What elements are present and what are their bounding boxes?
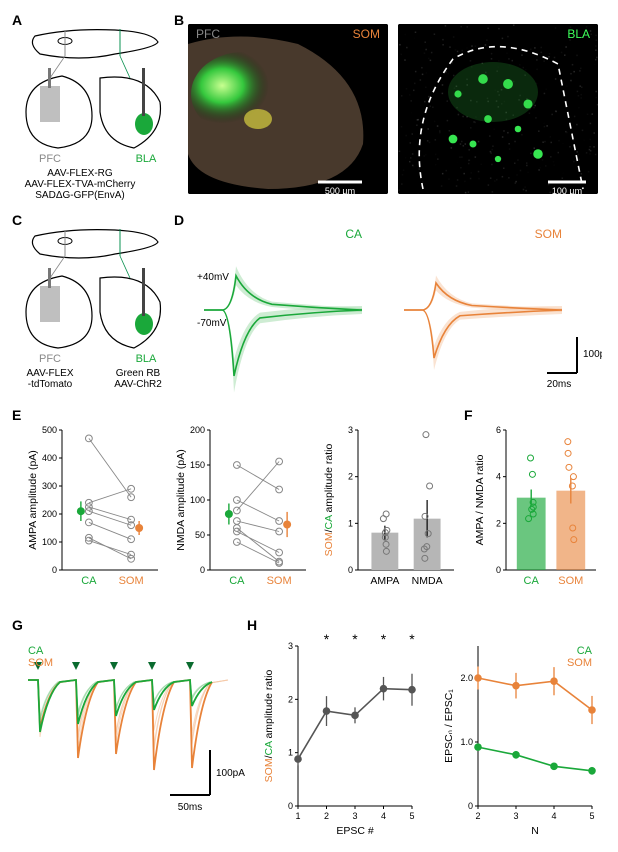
panel-label-B: B — [174, 12, 184, 28]
svg-text:-70mV: -70mV — [197, 318, 227, 329]
svg-text:SOM/CA amplitude ratio: SOM/CA amplitude ratio — [323, 444, 335, 557]
svg-text:2: 2 — [324, 811, 329, 821]
panel-A-schematic: PFC BLA AAV-FLEX-RGAAV-FLEX-TVA-mCherrySAD… — [20, 26, 170, 201]
svg-text:BLA: BLA — [567, 27, 590, 41]
svg-text:+40mV: +40mV — [197, 272, 229, 283]
svg-text:SADΔG-GFP(EnvA): SADΔG-GFP(EnvA) — [35, 190, 124, 201]
svg-text:1: 1 — [288, 748, 293, 758]
svg-text:-tdTomato: -tdTomato — [28, 379, 73, 390]
svg-text:100pA: 100pA — [583, 349, 602, 360]
svg-text:CA: CA — [524, 575, 540, 587]
svg-text:100pA: 100pA — [216, 768, 245, 779]
svg-text:6: 6 — [496, 425, 501, 435]
svg-text:4: 4 — [381, 811, 386, 821]
svg-text:5: 5 — [589, 811, 594, 821]
svg-text:2: 2 — [348, 472, 353, 482]
svg-text:*: * — [381, 631, 387, 647]
svg-text:CA: CA — [81, 575, 97, 587]
svg-text:SOM: SOM — [267, 575, 292, 587]
svg-text:3: 3 — [352, 811, 357, 821]
svg-text:CA: CA — [577, 645, 593, 657]
svg-text:20ms: 20ms — [547, 379, 571, 390]
svg-text:AAV-FLEX-RG: AAV-FLEX-RG — [47, 168, 113, 179]
svg-text:EPSC #: EPSC # — [336, 825, 374, 835]
svg-text:AAV-FLEX-TVA-mCherry: AAV-FLEX-TVA-mCherry — [25, 179, 136, 190]
svg-text:PFC: PFC — [39, 353, 61, 365]
svg-text:0: 0 — [52, 565, 57, 575]
svg-text:3: 3 — [513, 811, 518, 821]
svg-text:CA: CA — [28, 645, 44, 657]
svg-text:SOM: SOM — [119, 575, 144, 587]
panel-G-traces: CASOM 100pA 50ms — [20, 630, 245, 835]
panel-B-right-image: BLA 100 µm — [398, 24, 598, 194]
svg-text:AAV-FLEX: AAV-FLEX — [26, 368, 73, 379]
svg-text:PFC: PFC — [196, 27, 220, 41]
svg-text:AAV-ChR2: AAV-ChR2 — [114, 379, 162, 390]
svg-text:BLA: BLA — [136, 153, 157, 165]
svg-text:CA: CA — [345, 227, 362, 241]
svg-text:5: 5 — [409, 811, 414, 821]
svg-text:N: N — [531, 825, 539, 835]
svg-text:200: 200 — [42, 509, 57, 519]
svg-text:3: 3 — [288, 641, 293, 651]
svg-text:0: 0 — [200, 565, 205, 575]
svg-text:150: 150 — [190, 460, 205, 470]
svg-text:500 µm: 500 µm — [325, 186, 355, 194]
panel-label-D: D — [174, 212, 184, 228]
panel-F-plot: 0 2 4 6 CA SOM AMPA / NMDA ratio — [472, 420, 604, 608]
svg-text:AMPA amplitude (pA): AMPA amplitude (pA) — [27, 450, 39, 550]
svg-text:*: * — [324, 631, 330, 647]
svg-text:SOM/CA amplitude ratio: SOM/CA amplitude ratio — [263, 670, 275, 783]
panel-E-plots: 0100200300400500CASOMAMPA amplitude (pA)… — [24, 420, 464, 608]
svg-text:CA: CA — [229, 575, 245, 587]
svg-text:0: 0 — [348, 565, 353, 575]
svg-text:0: 0 — [468, 801, 473, 811]
svg-text:NMDA: NMDA — [412, 575, 443, 587]
panel-B-left-image: PFC SOM 500 µm — [188, 24, 388, 194]
svg-text:1: 1 — [348, 518, 353, 528]
svg-text:1.0: 1.0 — [460, 737, 473, 747]
svg-text:Green RB: Green RB — [116, 368, 161, 379]
svg-text:50ms: 50ms — [178, 802, 202, 813]
svg-text:0: 0 — [288, 801, 293, 811]
svg-text:PFC: PFC — [39, 153, 61, 165]
svg-text:2: 2 — [496, 518, 501, 528]
svg-text:SOM: SOM — [353, 27, 380, 41]
svg-text:3: 3 — [348, 425, 353, 435]
svg-text:200: 200 — [190, 425, 205, 435]
svg-text:400: 400 — [42, 453, 57, 463]
svg-text:2: 2 — [475, 811, 480, 821]
svg-text:4: 4 — [496, 472, 501, 482]
panel-D-traces: CA +40mV -70mV SOM 100pA 20ms — [187, 222, 602, 397]
svg-text:BLA: BLA — [136, 353, 157, 365]
svg-text:NMDA amplitude (pA): NMDA amplitude (pA) — [175, 449, 187, 551]
svg-text:AMPA / NMDA ratio: AMPA / NMDA ratio — [474, 454, 486, 545]
svg-text:100: 100 — [190, 495, 205, 505]
svg-text:500: 500 — [42, 425, 57, 435]
svg-text:4: 4 — [551, 811, 556, 821]
svg-text:0: 0 — [496, 565, 501, 575]
svg-text:SOM: SOM — [28, 657, 53, 669]
svg-text:SOM: SOM — [535, 227, 562, 241]
svg-text:SOM: SOM — [558, 575, 583, 587]
svg-text:*: * — [409, 631, 415, 647]
svg-text:2: 2 — [288, 694, 293, 704]
figure-root: A B C D E F G H PFCBLAAAV-FLEX-RGAAV-FLE… — [12, 12, 606, 840]
svg-text:300: 300 — [42, 481, 57, 491]
svg-text:SOM: SOM — [567, 657, 592, 669]
svg-text:100: 100 — [42, 537, 57, 547]
svg-text:AMPA: AMPA — [370, 575, 399, 587]
svg-text:EPSCₙ / EPSC₁: EPSCₙ / EPSC₁ — [443, 689, 455, 763]
svg-text:1: 1 — [295, 811, 300, 821]
svg-text:2.0: 2.0 — [460, 673, 473, 683]
panel-label-H: H — [247, 617, 257, 633]
panel-label-E: E — [12, 407, 21, 423]
panel-C-schematic: PFC BLA AAV-FLEX-tdTomato Green RBAAV-ChR2 — [20, 226, 170, 396]
svg-text:50: 50 — [195, 530, 205, 540]
svg-text:*: * — [352, 631, 358, 647]
panel-H-plots: 012312345****EPSC #SOM/CA amplitude rati… — [260, 630, 605, 835]
svg-text:100 µm: 100 µm — [552, 186, 582, 194]
